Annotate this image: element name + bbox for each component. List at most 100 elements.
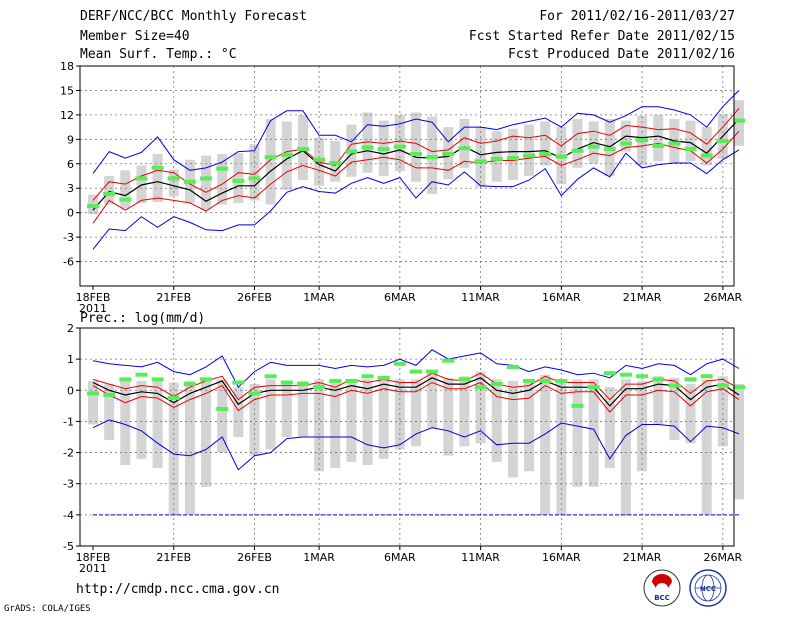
p-observed-mark-0 (87, 391, 99, 396)
p-spread-box-32 (604, 387, 615, 469)
p-xlabel-6: 16MAR (542, 551, 581, 564)
t-observed-mark-33 (619, 141, 632, 146)
t-observed-mark-2 (119, 197, 132, 202)
p-observed-mark-12 (280, 380, 293, 385)
bcc-swirl-icon (652, 574, 672, 588)
t-observed-mark-21 (426, 155, 439, 160)
p-observed-mark-40 (733, 385, 745, 390)
t-observed-mark-22 (442, 152, 455, 156)
p-spread-box-2 (120, 380, 131, 466)
p-spread-box-11 (265, 379, 276, 450)
p-spread-box-36 (669, 377, 680, 441)
t-spread-box-20 (411, 112, 421, 182)
t-observed-mark-31 (587, 144, 600, 149)
p-spread-box-15 (330, 380, 341, 469)
p-observed-mark-29 (555, 378, 568, 383)
t-observed-mark-16 (345, 149, 358, 154)
p-observed-mark-13 (296, 382, 309, 387)
p-spread-box-12 (281, 380, 292, 437)
t-ylabel-5: 9 (67, 133, 74, 146)
p-observed-mark-1 (103, 392, 116, 397)
t-observed-mark-39 (716, 138, 729, 143)
t-xlabel-3: 1MAR (303, 291, 335, 304)
t-spread-box-35 (653, 114, 664, 162)
t-observed-mark-28 (539, 152, 552, 156)
footer-url: http://cmdp.ncc.cma.gov.cn (76, 582, 280, 597)
t-observed-mark-12 (280, 152, 293, 157)
p-observed-mark-10 (248, 391, 261, 396)
t-observed-mark-10 (248, 176, 261, 181)
p-xlabel-8: 26MAR (704, 551, 743, 564)
p-spread-box-28 (540, 374, 551, 515)
p-spread-box-14 (314, 379, 325, 472)
t-observed-mark-30 (571, 148, 584, 153)
t-observed-mark-17 (361, 145, 374, 150)
t-observed-mark-29 (555, 154, 568, 159)
p-spread-box-40 (734, 384, 744, 500)
t-observed-mark-18 (377, 147, 390, 152)
p-observed-mark-22 (442, 358, 455, 363)
p-spread-box-6 (184, 380, 195, 515)
p-observed-mark-9 (232, 380, 245, 385)
t-spread-box-11 (265, 118, 276, 205)
t-observed-mark-25 (490, 156, 503, 161)
p-spread-box-27 (524, 380, 535, 472)
p-spread-box-24 (475, 371, 486, 444)
p-observed-mark-37 (684, 377, 697, 382)
t-ylabel-4: 6 (67, 158, 74, 171)
p-observed-mark-32 (603, 371, 616, 376)
p-spread-box-17 (362, 379, 373, 466)
bcc-logo: BCC (643, 569, 681, 607)
t-spread-box-26 (507, 128, 518, 181)
t-observed-mark-1 (103, 191, 116, 196)
p-observed-mark-7 (200, 377, 213, 382)
p-spread-upper-line (92, 372, 740, 401)
p-observed-mark-31 (587, 385, 600, 390)
p-observed-mark-38 (700, 374, 713, 379)
t-observed-mark-11 (264, 155, 277, 160)
t-spread-box-8 (217, 154, 228, 205)
t-observed-mark-7 (200, 176, 213, 181)
p-observed-mark-30 (571, 403, 584, 408)
p-xlabel-1: 21FEB (156, 551, 191, 564)
t-observed-mark-20 (410, 152, 422, 156)
bcc-logo-text: BCC (654, 594, 670, 602)
p-observed-mark-26 (506, 364, 519, 369)
t-observed-mark-8 (216, 166, 229, 171)
t-observed-mark-3 (135, 176, 148, 181)
p-spread-box-20 (411, 379, 421, 447)
p-spread-box-35 (653, 376, 664, 425)
ncc-logo-text: NCC (700, 585, 716, 593)
p-ylabel-2: -3 (63, 478, 74, 491)
p-observed-mark-5 (167, 396, 180, 401)
t-observed-mark-9 (232, 178, 245, 183)
p-spread-box-8 (217, 379, 228, 453)
t-frame (79, 65, 735, 287)
t-observed-mark-5 (167, 176, 180, 181)
t-spread-box-38 (701, 127, 712, 166)
t-spread-box-3 (136, 165, 147, 203)
t-xsublabel-0: 2011 (79, 302, 107, 315)
p-spread-box-23 (459, 376, 470, 447)
t-observed-mark-36 (668, 141, 681, 146)
p-spread-box-7 (201, 380, 212, 487)
t-spread-lower-line (92, 130, 740, 224)
grads-credit: GrADS: COLA/IGES (4, 604, 91, 614)
p-xlabel-7: 21MAR (623, 551, 662, 564)
p-spread-box-38 (701, 379, 712, 515)
p-spread-box-9 (233, 387, 244, 437)
p-spread-box-13 (297, 380, 308, 437)
p-spread-box-21 (427, 371, 438, 428)
t-spread-box-21 (427, 116, 438, 194)
p-observed-mark-8 (216, 406, 229, 411)
t-ylabel-8: 18 (60, 60, 74, 73)
t-spread-box-30 (572, 118, 583, 168)
chart-title: DERF/NCC/BCC Monthly Forecast (80, 9, 307, 24)
t-observed-mark-40 (733, 118, 745, 123)
p-spread-box-33 (620, 379, 631, 515)
t-spread-box-2 (120, 170, 131, 209)
t-observed-mark-4 (151, 165, 164, 170)
t-xlabel-7: 21MAR (623, 291, 662, 304)
t-ylabel-0: -6 (63, 256, 74, 269)
